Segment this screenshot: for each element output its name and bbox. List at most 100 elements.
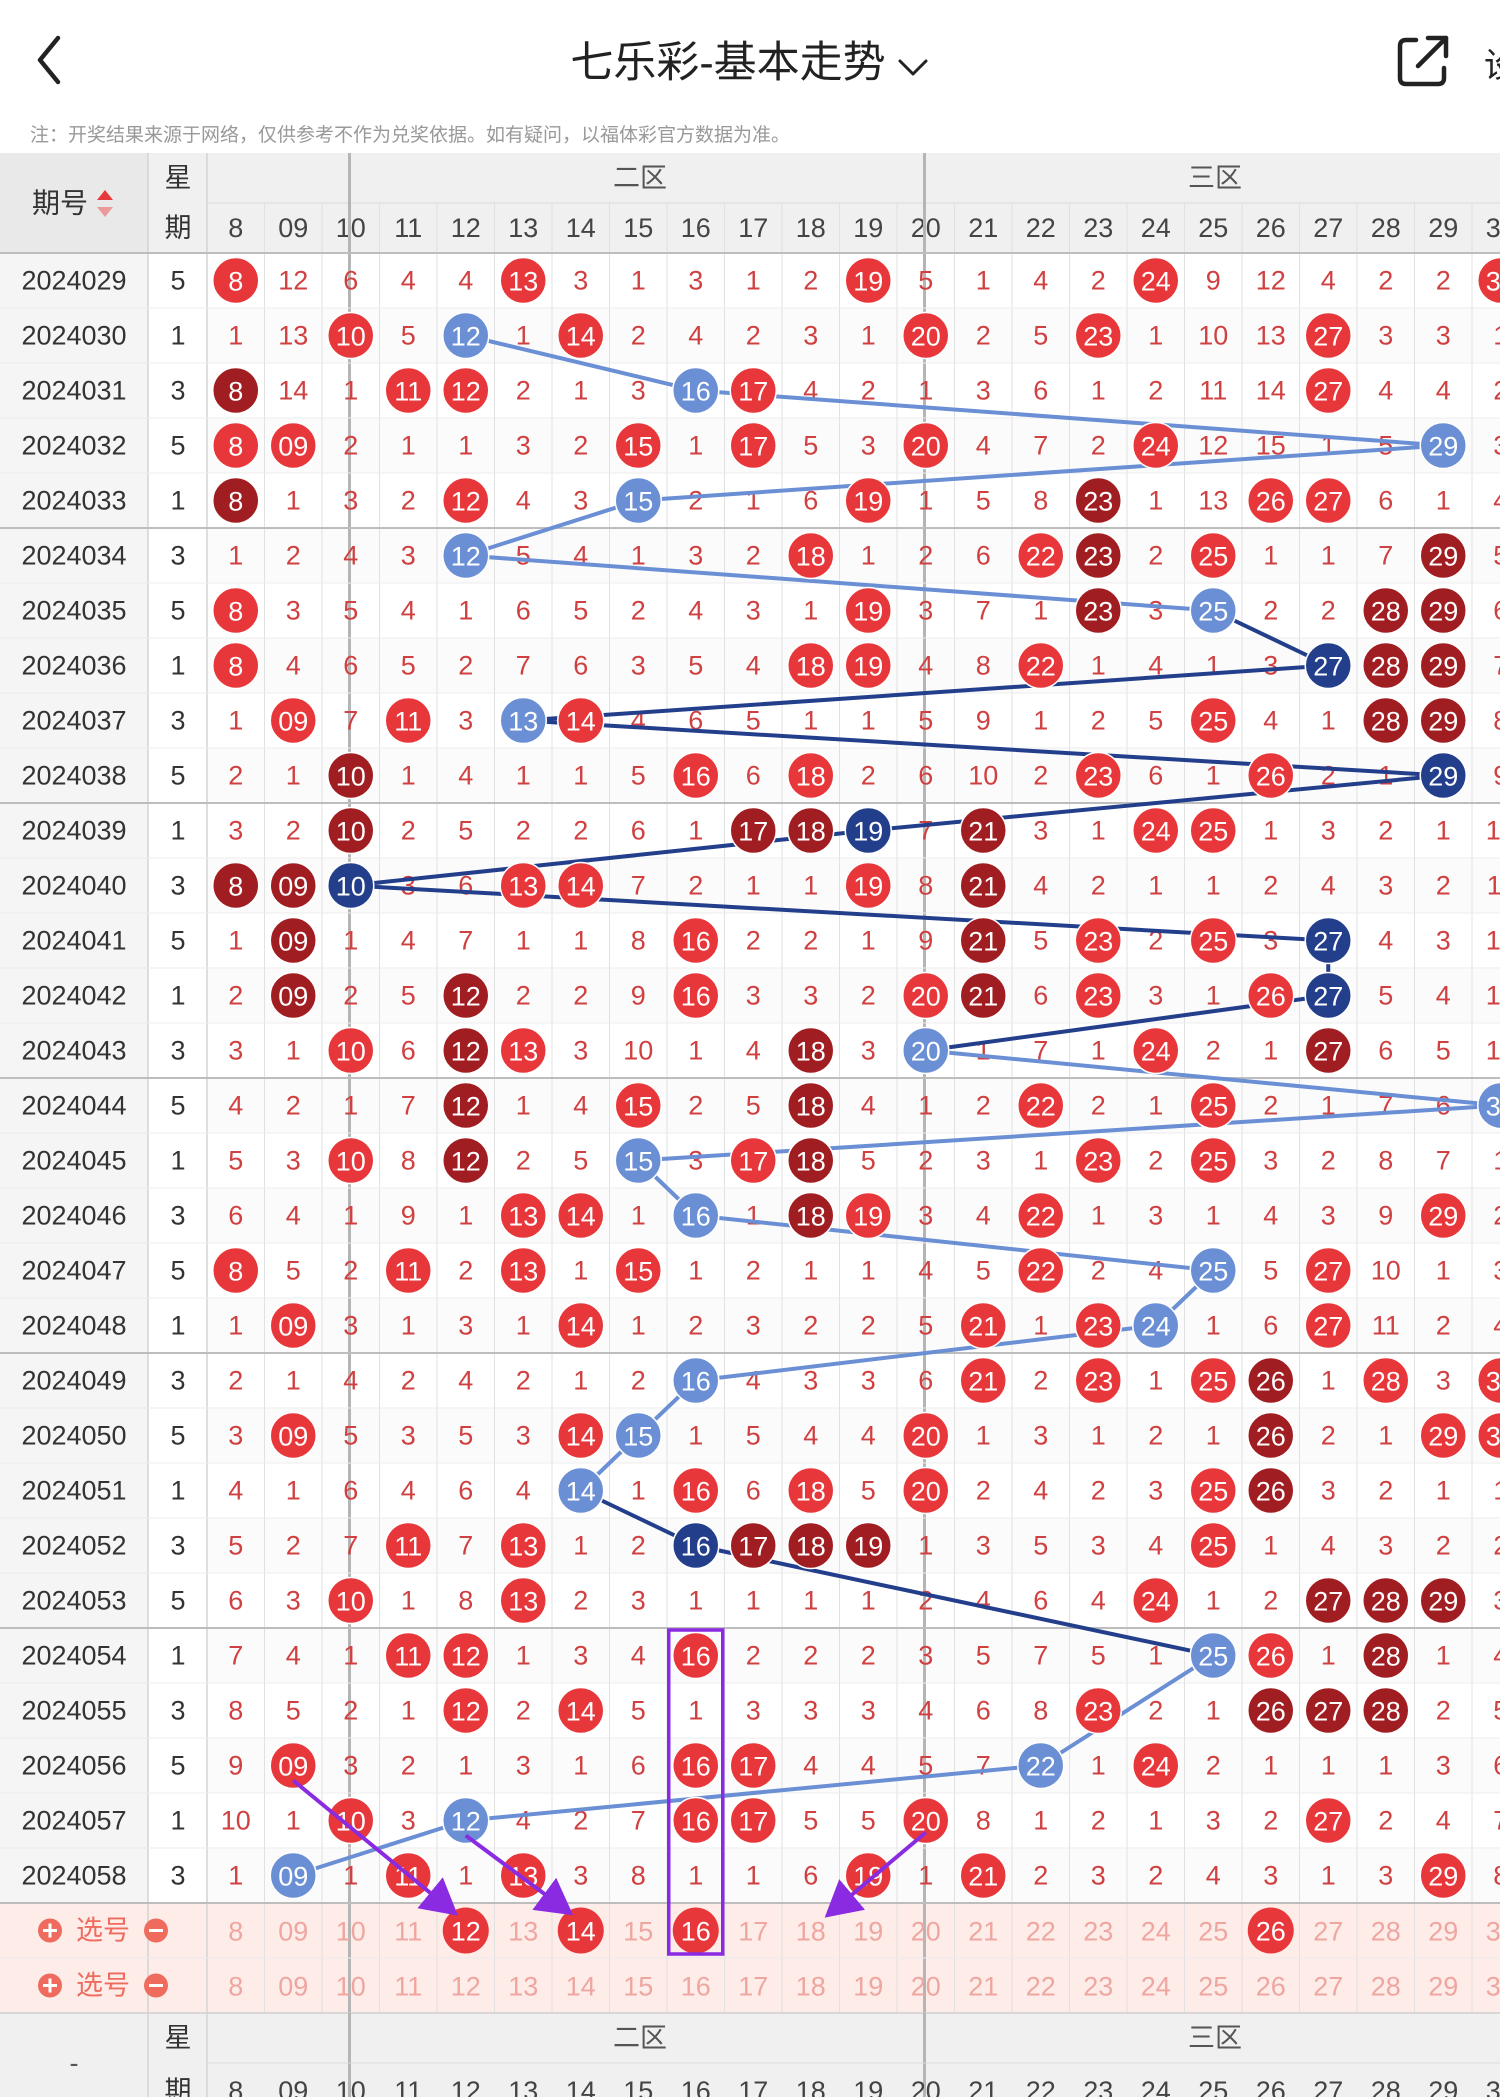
- svg-text:14: 14: [566, 707, 596, 737]
- select-number-cell[interactable]: 14: [566, 1972, 596, 2002]
- drawn-ball: 25: [1189, 531, 1237, 580]
- add-selection-button[interactable]: [38, 1973, 62, 1998]
- select-number-cell[interactable]: 30: [1486, 1972, 1500, 2002]
- miss-count: 9: [1206, 266, 1221, 296]
- select-number-cell[interactable]: 20: [911, 1917, 941, 1947]
- select-number-cell[interactable]: 27: [1313, 1917, 1343, 1947]
- miss-count: 1: [1436, 1476, 1451, 1506]
- select-number-cell[interactable]: 13: [508, 1917, 538, 1947]
- drawn-ball: 21: [959, 1851, 1007, 1900]
- svg-text:26: 26: [1256, 1422, 1286, 1452]
- select-number-cell[interactable]: 26: [1256, 1972, 1286, 2002]
- select-number-cell[interactable]: 16: [681, 1972, 711, 2002]
- select-number-cell[interactable]: 16: [672, 1907, 719, 1954]
- miss-count: 3: [286, 1586, 301, 1616]
- select-number-cell[interactable]: 18: [796, 1917, 826, 1947]
- page-title-dropdown[interactable]: 七乐彩-基本走势: [0, 28, 1500, 90]
- select-number-cell[interactable]: 30: [1486, 1917, 1500, 1947]
- miss-count: 1: [1206, 1586, 1221, 1616]
- back-button[interactable]: [20, 24, 80, 94]
- miss-count: 7: [1493, 1806, 1500, 1836]
- miss-count: 3: [746, 1311, 761, 1341]
- select-number-cell[interactable]: 21: [968, 1917, 998, 1947]
- select-number-cell[interactable]: 8: [228, 1917, 243, 1947]
- miss-count: 2: [1321, 1146, 1336, 1176]
- select-number-cell[interactable]: 22: [1026, 1917, 1056, 1947]
- select-number-cell[interactable]: 12: [442, 1907, 489, 1954]
- footer-column-header: 15: [623, 2076, 653, 2097]
- column-header: 14: [566, 213, 596, 243]
- select-number-cell[interactable]: 19: [853, 1917, 883, 1947]
- add-selection-button[interactable]: [38, 1918, 62, 1943]
- miss-count: 1: [286, 1806, 301, 1836]
- miss-count: 1: [1091, 1421, 1106, 1451]
- share-button[interactable]: [1392, 30, 1454, 92]
- page-title: 七乐彩-基本走势: [570, 39, 886, 87]
- select-number-cell[interactable]: 29: [1428, 1917, 1458, 1947]
- drawn-ball: 16: [672, 1356, 720, 1405]
- select-number-cell[interactable]: 15: [623, 1917, 653, 1947]
- miss-count: 5: [458, 816, 473, 846]
- issue-sort-header[interactable]: 期号: [32, 188, 113, 219]
- select-number-cell[interactable]: 24: [1141, 1917, 1171, 1947]
- miss-count: 1: [458, 1751, 473, 1781]
- select-number-cell[interactable]: 13: [508, 1972, 538, 2002]
- remove-selection-button[interactable]: [144, 1918, 168, 1943]
- svg-text:11: 11: [394, 1917, 422, 1947]
- drawn-ball: 09: [269, 861, 317, 910]
- svg-text:14: 14: [566, 1477, 596, 1507]
- svg-text:18: 18: [796, 817, 826, 847]
- select-number-cell[interactable]: 18: [796, 1972, 826, 2002]
- select-number-cell[interactable]: 12: [451, 1972, 481, 2002]
- select-number-cell[interactable]: 10: [336, 1972, 366, 2002]
- miss-count: 4: [401, 926, 416, 956]
- select-number-cell[interactable]: 25: [1198, 1972, 1228, 2002]
- select-number-cell[interactable]: 10: [336, 1917, 366, 1947]
- trend-segment: [693, 1213, 1216, 1273]
- select-number-cell[interactable]: 09: [278, 1972, 308, 2002]
- select-number-cell[interactable]: 19: [853, 1972, 883, 2002]
- column-header: 26: [1256, 213, 1286, 243]
- select-number-cell[interactable]: 8: [228, 1972, 243, 2002]
- week-day: 1: [170, 1146, 185, 1176]
- select-number-cell[interactable]: 25: [1198, 1917, 1228, 1947]
- svg-text:18: 18: [796, 1092, 826, 1122]
- miss-count: 8: [1378, 1146, 1393, 1176]
- select-number-cell[interactable]: 28: [1371, 1972, 1401, 2002]
- trend-chart-grid: 期号星期二区三区80910111213141516171819202122232…: [0, 153, 1500, 2097]
- miss-count: 2: [516, 981, 531, 1011]
- select-number-cell[interactable]: 29: [1428, 1972, 1458, 2002]
- select-number-cell[interactable]: 14: [557, 1907, 604, 1954]
- select-number-cell[interactable]: 20: [911, 1972, 941, 2002]
- trend-segment: [463, 498, 641, 558]
- select-number-cell[interactable]: 26: [1247, 1907, 1294, 1954]
- select-number-cell[interactable]: 23: [1083, 1917, 1113, 1947]
- select-number-cell[interactable]: 17: [738, 1917, 768, 1947]
- select-number-cell[interactable]: 27: [1313, 1972, 1343, 2002]
- miss-count: 6: [976, 1696, 991, 1726]
- miss-count: 4: [458, 761, 473, 791]
- miss-count: 1: [1378, 761, 1393, 791]
- miss-count: 4: [976, 1586, 991, 1616]
- select-number-cell[interactable]: 15: [623, 1972, 653, 2002]
- svg-text:24: 24: [1141, 267, 1171, 297]
- settings-label[interactable]: 设: [1484, 38, 1500, 87]
- select-number-cell[interactable]: 21: [968, 1972, 998, 2002]
- select-number-cell[interactable]: 11: [394, 1917, 422, 1947]
- trend-segment: [636, 443, 1446, 503]
- select-number-cell[interactable]: 11: [394, 1972, 422, 2002]
- miss-count: 7: [343, 706, 358, 736]
- miss-count: 3: [228, 1421, 243, 1451]
- select-number-cell[interactable]: 23: [1083, 1972, 1113, 2002]
- select-number-cell[interactable]: 09: [278, 1917, 308, 1947]
- remove-selection-button[interactable]: [144, 1973, 168, 1998]
- svg-text:10: 10: [336, 872, 366, 902]
- select-number-cell[interactable]: 28: [1371, 1917, 1401, 1947]
- column-header: 19: [853, 213, 883, 243]
- select-number-cell[interactable]: 24: [1141, 1972, 1171, 2002]
- svg-text:16: 16: [681, 377, 711, 407]
- svg-text:8: 8: [228, 1257, 243, 1287]
- svg-text:23: 23: [1083, 1697, 1113, 1727]
- select-number-cell[interactable]: 17: [738, 1972, 768, 2002]
- select-number-cell[interactable]: 22: [1026, 1972, 1056, 2002]
